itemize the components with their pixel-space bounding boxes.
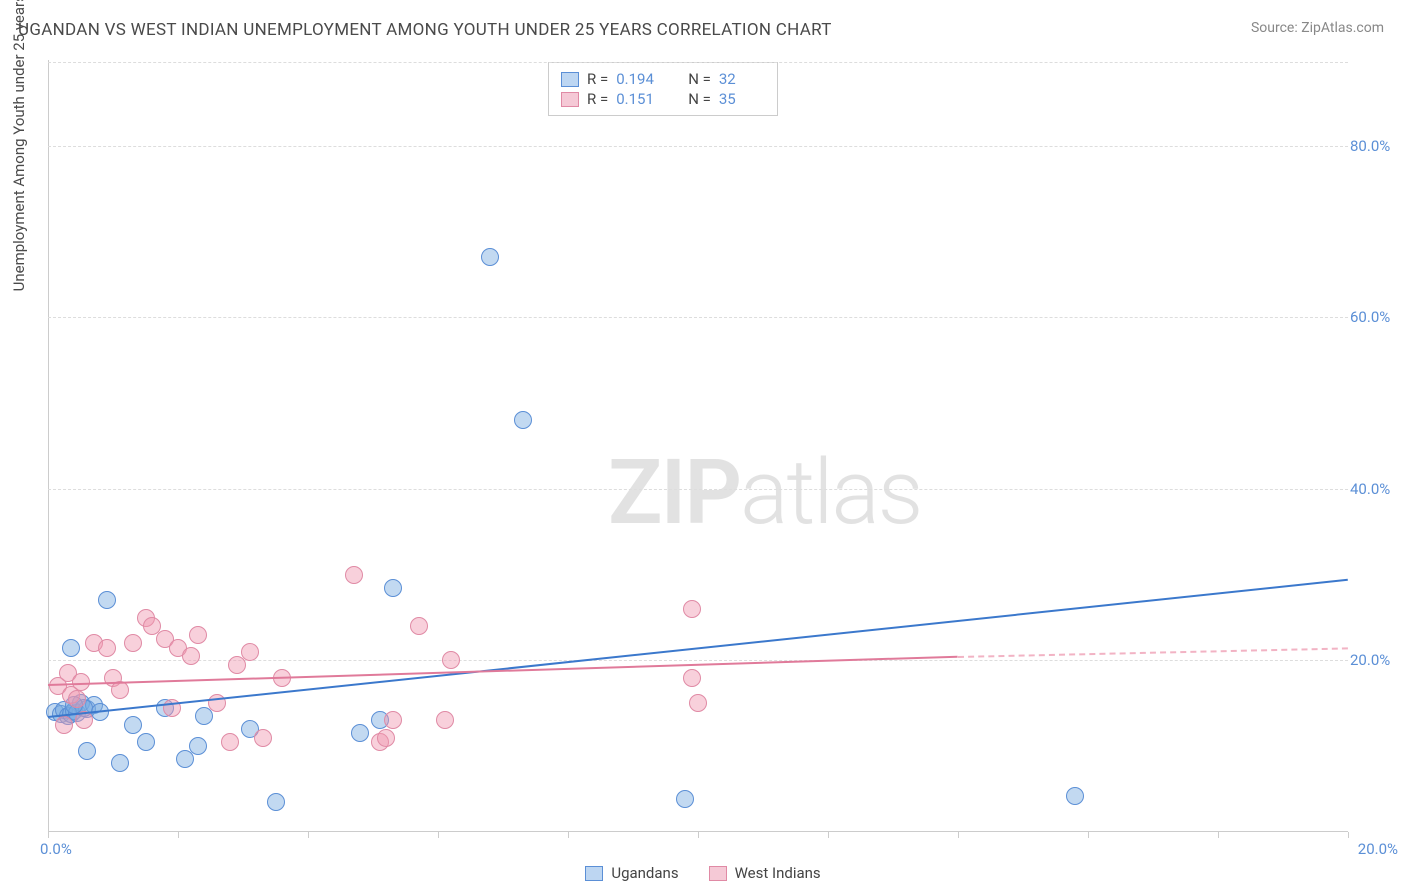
x-tick — [698, 832, 699, 838]
grid-line — [48, 146, 1348, 147]
scatter-marker — [189, 737, 207, 755]
source-label: Source: ZipAtlas.com — [1251, 20, 1384, 36]
y-tick-label: 20.0% — [1350, 651, 1404, 669]
legend-item-ugandans: Ugandans — [585, 864, 678, 882]
scatter-marker — [124, 716, 142, 734]
x-tick — [568, 832, 569, 838]
scatter-marker — [221, 733, 239, 751]
scatter-marker — [189, 626, 207, 644]
scatter-marker — [676, 790, 694, 808]
x-tick — [1088, 832, 1089, 838]
x-tick-label-min: 0.0% — [40, 840, 72, 858]
bottom-legend: Ugandans West Indians — [0, 864, 1406, 882]
scatter-marker — [351, 724, 369, 742]
scatter-marker — [345, 566, 363, 584]
scatter-marker — [111, 754, 129, 772]
x-tick — [438, 832, 439, 838]
scatter-marker — [1066, 787, 1084, 805]
watermark-bold: ZIP — [608, 440, 740, 545]
y-tick-label: 60.0% — [1350, 308, 1404, 326]
x-tick — [308, 832, 309, 838]
stats-row-westindians: R = 0.151 N = 35 — [561, 89, 765, 109]
scatter-marker — [436, 711, 454, 729]
x-tick-label-max: 20.0% — [1358, 840, 1398, 858]
x-tick — [1218, 832, 1219, 838]
scatter-marker — [62, 639, 80, 657]
grid-line — [48, 62, 1348, 63]
legend-label: Ugandans — [611, 864, 678, 882]
scatter-marker — [481, 248, 499, 266]
x-tick — [178, 832, 179, 838]
chart-title: UGANDAN VS WEST INDIAN UNEMPLOYMENT AMON… — [18, 20, 832, 40]
scatter-marker — [98, 591, 116, 609]
legend-item-westindians: West Indians — [709, 864, 821, 882]
r-label: R = — [587, 90, 608, 108]
n-label: N = — [688, 90, 711, 108]
watermark-rest: atlas — [740, 440, 921, 545]
scatter-marker — [267, 793, 285, 811]
scatter-marker — [98, 639, 116, 657]
n-value-westindians: 35 — [719, 90, 765, 108]
stats-row-ugandans: R = 0.194 N = 32 — [561, 69, 765, 89]
scatter-marker — [182, 647, 200, 665]
scatter-marker — [137, 733, 155, 751]
scatter-marker — [514, 411, 532, 429]
scatter-marker — [683, 669, 701, 687]
scatter-marker — [68, 690, 86, 708]
x-tick — [958, 832, 959, 838]
x-tick — [48, 832, 49, 838]
watermark: ZIPatlas — [608, 440, 921, 545]
y-tick-label: 40.0% — [1350, 480, 1404, 498]
scatter-marker — [78, 742, 96, 760]
x-tick — [1348, 832, 1349, 838]
correlation-stats-box: R = 0.194 N = 32 R = 0.151 N = 35 — [548, 62, 778, 116]
trend-line-dash — [958, 648, 1348, 659]
grid-line — [48, 489, 1348, 490]
y-axis-label: Unemployment Among Youth under 25 years — [10, 0, 28, 291]
scatter-marker — [241, 643, 259, 661]
scatter-marker — [442, 651, 460, 669]
r-value-ugandans: 0.194 — [616, 70, 662, 88]
scatter-marker — [683, 600, 701, 618]
swatch-ugandans-icon — [561, 72, 579, 87]
grid-line — [48, 317, 1348, 318]
y-tick-label: 80.0% — [1350, 137, 1404, 155]
scatter-marker — [384, 711, 402, 729]
swatch-westindians-icon — [561, 92, 579, 107]
scatter-marker — [111, 681, 129, 699]
swatch-westindians-icon — [709, 866, 727, 881]
scatter-marker — [377, 729, 395, 747]
scatter-marker — [689, 694, 707, 712]
legend-label: West Indians — [735, 864, 821, 882]
x-tick — [828, 832, 829, 838]
scatter-marker — [55, 716, 73, 734]
r-value-westindians: 0.151 — [616, 90, 662, 108]
scatter-marker — [384, 579, 402, 597]
swatch-ugandans-icon — [585, 866, 603, 881]
scatter-marker — [410, 617, 428, 635]
plot-area: 0.0% 20.0% ZIPatlas R = 0.194 N = 32 R =… — [48, 60, 1348, 832]
r-label: R = — [587, 70, 608, 88]
scatter-marker — [124, 634, 142, 652]
n-value-ugandans: 32 — [719, 70, 765, 88]
scatter-marker — [254, 729, 272, 747]
n-label: N = — [688, 70, 711, 88]
